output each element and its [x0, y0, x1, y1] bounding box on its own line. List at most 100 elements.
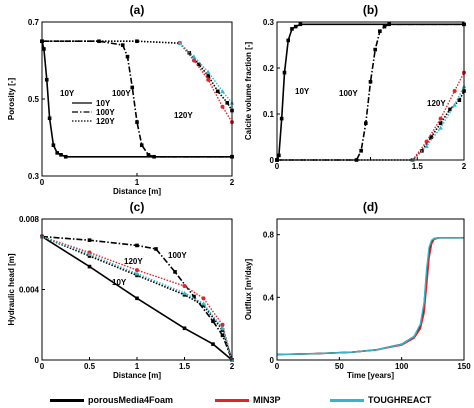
series-line — [42, 40, 233, 111]
curve-annotation: 100Y — [339, 89, 358, 98]
panel-title: (d) — [363, 200, 378, 214]
data-point — [152, 154, 156, 159]
data-point — [282, 70, 287, 75]
data-point — [220, 104, 225, 109]
y-tick-label: 0 — [35, 356, 40, 365]
data-point — [378, 29, 382, 33]
shared-legend: porousMedia4Foam MIN3P TOUGHREACT — [0, 392, 474, 408]
x-tick-label: 1.5 — [179, 362, 191, 371]
x-axis-label: Time [years] — [347, 371, 394, 380]
data-point — [87, 238, 92, 242]
y-tick-label: 0 — [270, 356, 275, 365]
data-point — [293, 24, 298, 29]
x-tick-label: 100 — [395, 362, 409, 371]
data-point — [206, 74, 211, 78]
curve-annotation: 100Y — [168, 251, 187, 260]
legend-swatch — [330, 398, 364, 402]
data-point — [135, 268, 139, 273]
legend-label: porousMedia4Foam — [88, 395, 174, 405]
legend-label: TOUGHREACT — [368, 395, 432, 405]
x-tick-label: 2 — [462, 162, 467, 171]
y-tick-label: 0.7 — [28, 18, 40, 27]
data-point — [220, 326, 225, 331]
y-tick-label: 0.8 — [263, 231, 275, 240]
y-tick-label: 0.3 — [263, 18, 275, 27]
series-line — [179, 42, 233, 104]
data-point — [125, 54, 130, 59]
y-axis-label: Outflux [m³/day] — [244, 259, 253, 321]
y-axis-label: Calcite volume fraction [-] — [244, 42, 253, 141]
data-point — [424, 144, 429, 148]
data-point — [448, 107, 452, 112]
data-point — [286, 38, 291, 43]
data-point — [215, 89, 220, 94]
y-tick-label: 0.004 — [19, 286, 40, 295]
data-point — [191, 54, 197, 59]
data-point — [135, 296, 139, 301]
legend-item-porousmedia4foam: porousMedia4Foam — [50, 392, 173, 408]
plot-frame — [41, 21, 233, 177]
data-point — [130, 85, 135, 90]
data-point — [277, 153, 281, 158]
panel-a: (a) 0 1 2 0.3 0.5 0.7 Distance [m] Porosity [-] 1… — [7, 3, 235, 196]
series-line — [41, 235, 233, 361]
x-tick-label: 50 — [335, 362, 344, 371]
data-point — [429, 135, 434, 139]
y-tick-label: 0 — [270, 156, 275, 165]
data-point — [135, 39, 139, 44]
y-tick-label: 0.2 — [263, 64, 275, 73]
data-point — [364, 121, 368, 125]
data-point — [87, 252, 92, 257]
x-tick-label: 1.5 — [412, 162, 424, 171]
data-point — [192, 58, 196, 63]
data-point — [135, 243, 139, 248]
curve-annotation: 120Y — [174, 111, 193, 120]
y-tick-label: 0.4 — [263, 293, 275, 302]
curve-annotation: 120Y — [427, 99, 446, 108]
legend-swatch — [215, 398, 249, 402]
data-point — [173, 270, 177, 274]
panel-title: (b) — [363, 3, 378, 17]
y-axis-label: Hydraulic head [m] — [7, 253, 16, 325]
data-point — [47, 116, 52, 121]
curve-annotation: 10Y — [295, 87, 310, 96]
data-point — [87, 264, 92, 269]
data-point — [452, 89, 457, 93]
data-point — [220, 89, 225, 94]
series-line — [276, 237, 464, 356]
y-tick-label: 0.5 — [28, 95, 40, 104]
series-line — [42, 40, 232, 158]
x-tick-label: 0.5 — [84, 362, 96, 371]
legend-entry: 10Y — [96, 99, 111, 108]
data-point — [154, 247, 158, 251]
data-point — [452, 102, 457, 107]
data-point — [387, 22, 391, 27]
data-point — [382, 24, 387, 29]
data-point — [196, 62, 201, 67]
curve-annotation: 100Y — [112, 89, 131, 98]
x-tick-label: 2 — [230, 362, 235, 371]
data-point — [438, 116, 443, 121]
legend-item-toughreact: TOUGHREACT — [330, 392, 431, 408]
panel-d: (d) 0 50 100 150 0 0.4 0.8 Time [years] Outflux [… — [244, 200, 471, 380]
x-tick-label: 0 — [275, 362, 280, 371]
plot-frame — [276, 218, 465, 361]
curve-annotation: 10Y — [60, 89, 75, 98]
data-point — [220, 333, 225, 338]
curve-annotation: 120Y — [124, 257, 143, 266]
data-point — [225, 101, 230, 105]
data-point — [192, 294, 196, 299]
x-tick-label: 0 — [40, 362, 45, 371]
x-tick-label: 0 — [40, 178, 45, 187]
legend-item-min3p: MIN3P — [215, 392, 281, 408]
panel-b: (b) 0 1.5 2 0 0.1 0.2 0.3 Calcite volume fractio… — [244, 3, 467, 171]
data-point — [139, 143, 144, 147]
curve-annotation: 10Y — [112, 278, 127, 287]
legend-entry: 120Y — [96, 117, 115, 126]
x-tick-label: 150 — [457, 362, 471, 371]
data-point — [120, 43, 125, 47]
legend-swatch — [50, 398, 84, 402]
x-tick-label: 0 — [275, 162, 280, 171]
data-point — [182, 326, 187, 331]
data-point — [220, 322, 225, 327]
